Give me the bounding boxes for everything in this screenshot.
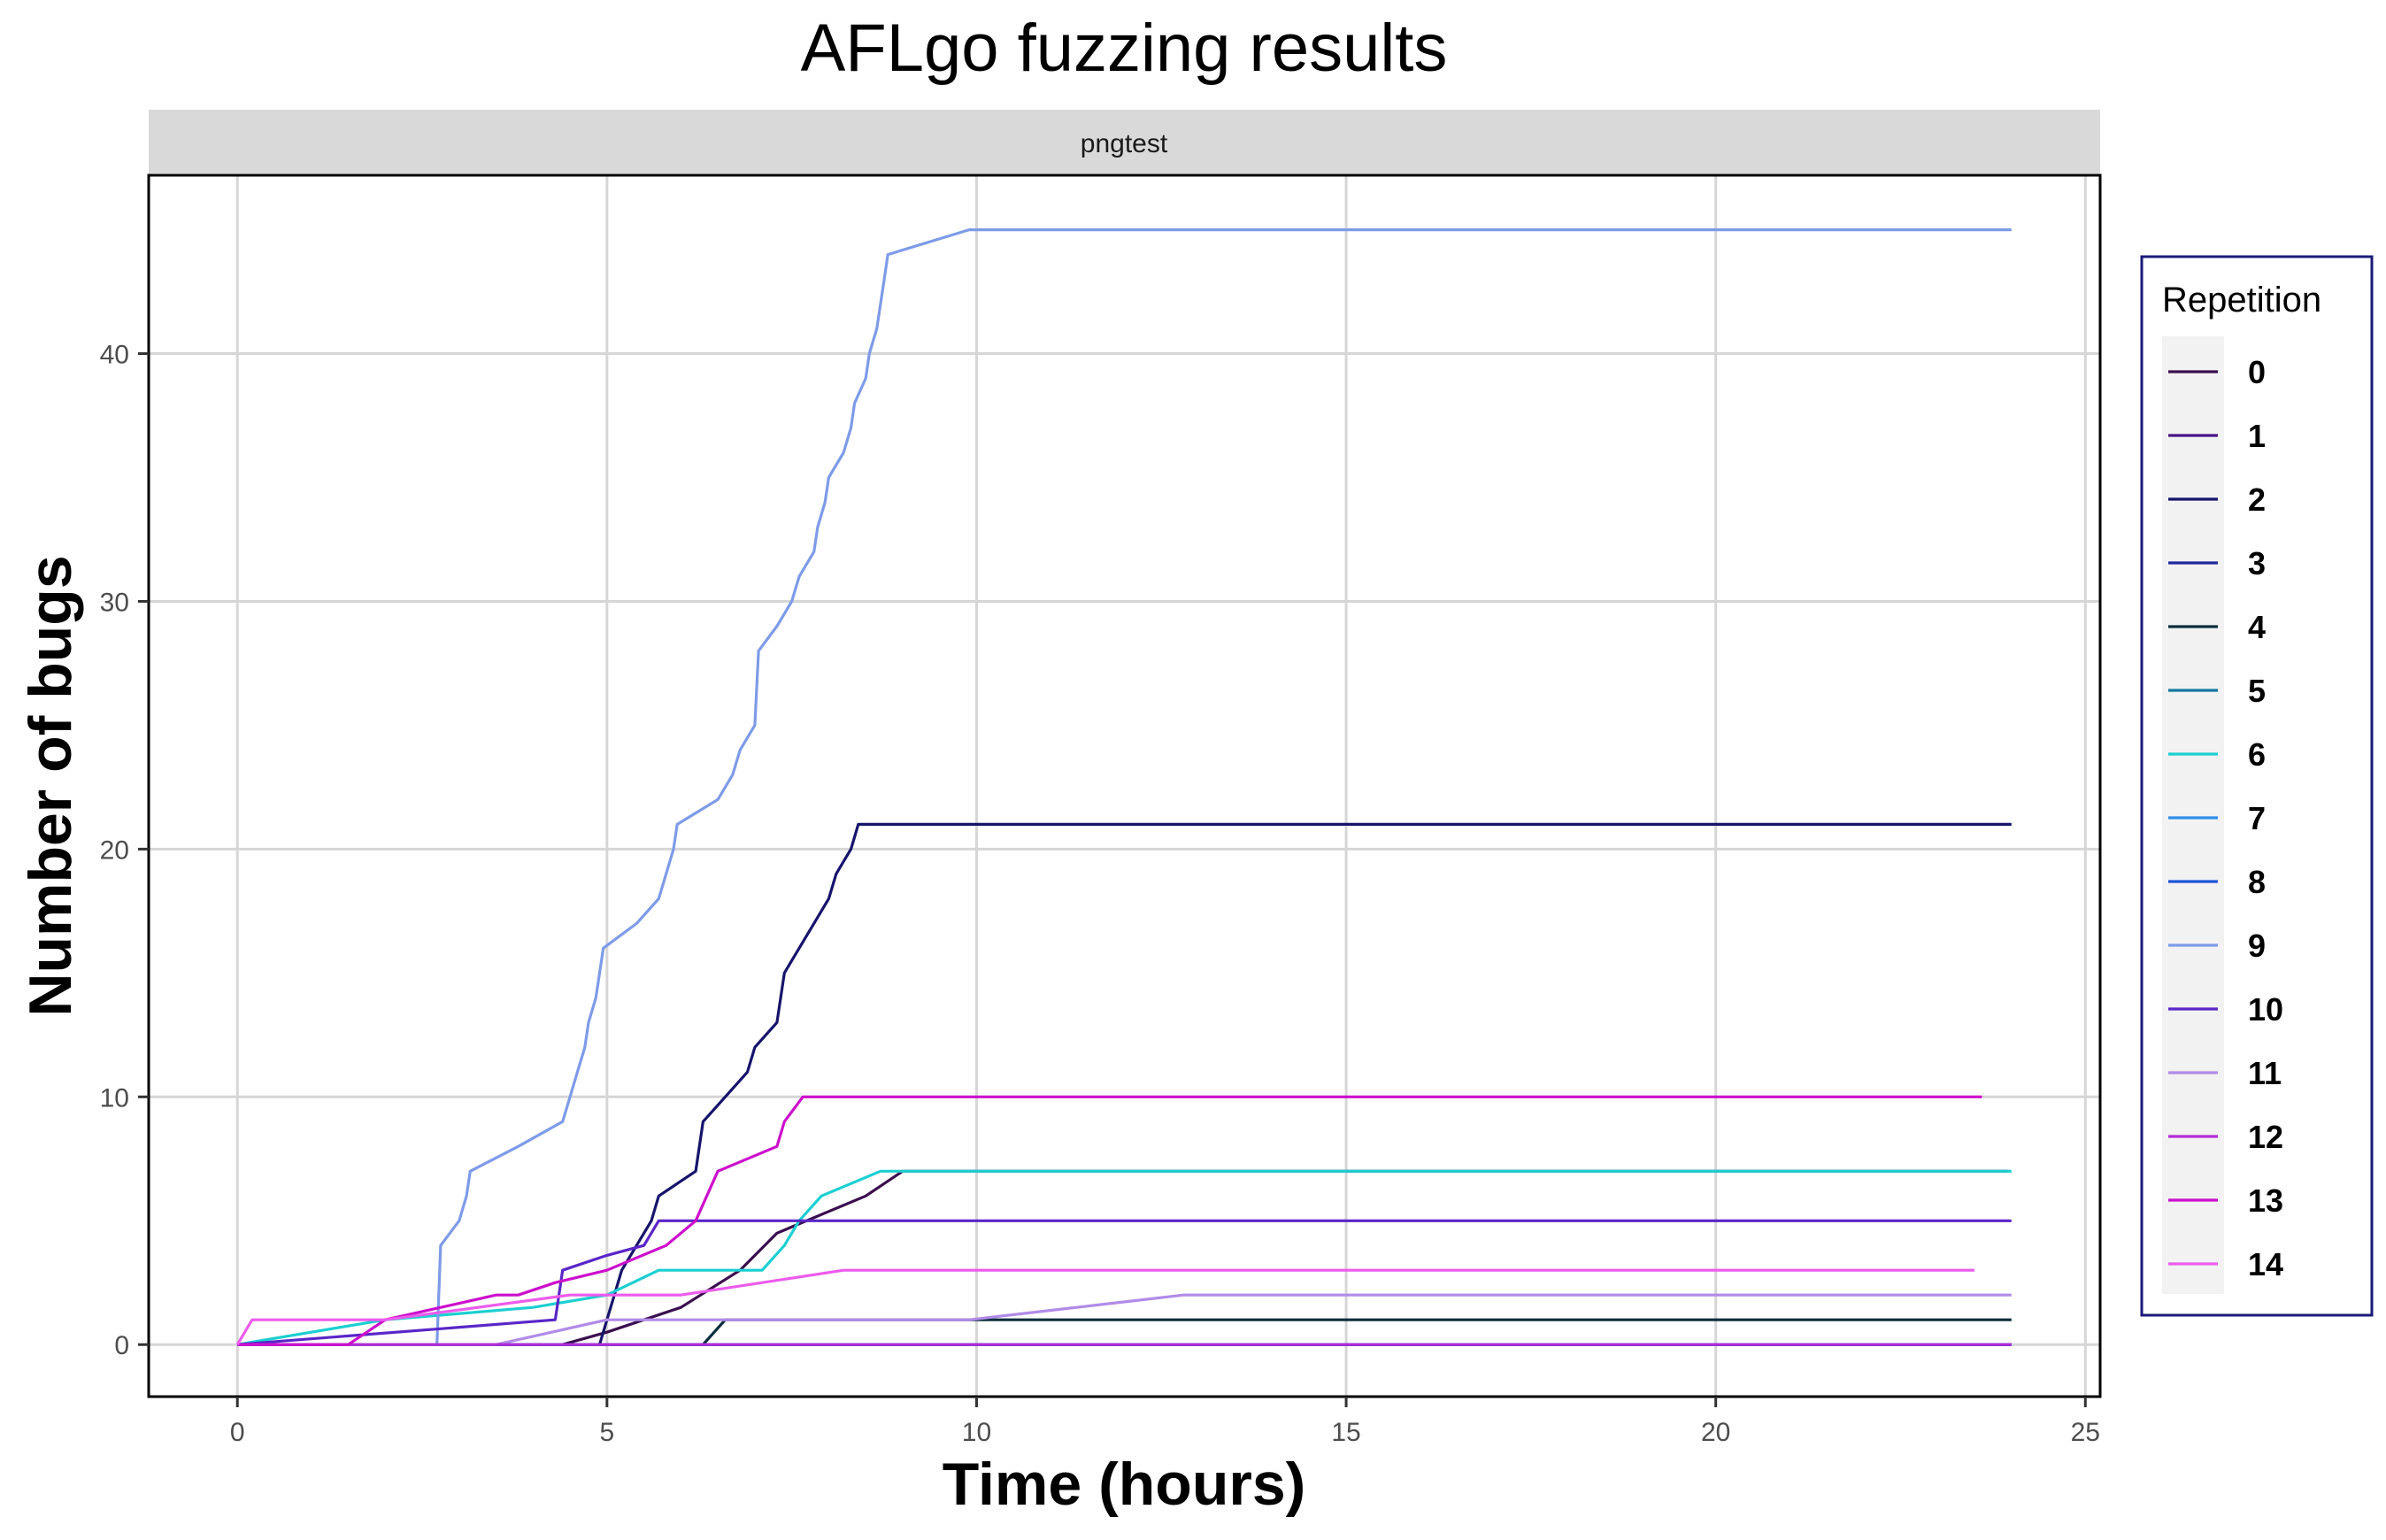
series-line-13 bbox=[237, 1095, 1982, 1346]
x-tick-label: 10 bbox=[962, 1418, 991, 1447]
x-tick-label: 5 bbox=[599, 1418, 614, 1447]
legend-label-2: 2 bbox=[2248, 481, 2266, 518]
series-line-6 bbox=[236, 1169, 2012, 1346]
y-tick-label: 20 bbox=[100, 835, 129, 865]
legend-label-5: 5 bbox=[2248, 673, 2266, 709]
series-line-2 bbox=[237, 822, 2012, 1346]
series-line-10 bbox=[237, 1219, 2012, 1346]
x-tick-label: 0 bbox=[230, 1418, 245, 1447]
series-lines bbox=[235, 228, 2012, 1346]
y-tick-label: 10 bbox=[100, 1083, 129, 1113]
legend-label-6: 6 bbox=[2248, 736, 2266, 773]
legend-label-4: 4 bbox=[2248, 609, 2266, 645]
x-tick-label: 15 bbox=[1331, 1418, 1360, 1447]
legend-label-7: 7 bbox=[2248, 800, 2266, 836]
y-axis-title: Number of bugs bbox=[17, 555, 84, 1016]
y-tick-label: 30 bbox=[100, 588, 129, 617]
y-tick-label: 0 bbox=[114, 1331, 129, 1360]
x-tick-label: 20 bbox=[1701, 1418, 1730, 1447]
legend-key-background bbox=[2162, 336, 2224, 1294]
legend-label-13: 13 bbox=[2248, 1182, 2283, 1219]
legend-label-8: 8 bbox=[2248, 864, 2266, 900]
facet-strip-label: pngtest bbox=[1081, 129, 1168, 158]
x-axis-ticks: 0 5 10 15 20 25 bbox=[230, 1397, 2100, 1447]
legend-label-11: 11 bbox=[2248, 1055, 2282, 1091]
panel-border bbox=[147, 173, 2102, 1398]
legend-label-9: 9 bbox=[2248, 928, 2266, 964]
legend-label-14: 14 bbox=[2248, 1246, 2283, 1282]
facet-strip bbox=[149, 110, 2100, 173]
series-line-9 bbox=[237, 228, 2012, 1346]
legend-label-12: 12 bbox=[2248, 1119, 2283, 1155]
legend-title: Repetition bbox=[2162, 281, 2321, 320]
y-axis-ticks: 0 10 20 30 40 bbox=[100, 341, 149, 1360]
legend-label-10: 10 bbox=[2248, 991, 2283, 1028]
chart-title: AFLgo fuzzing results bbox=[801, 11, 1448, 86]
x-axis-title: Time (hours) bbox=[943, 1451, 1306, 1518]
legend-label-3: 3 bbox=[2248, 545, 2266, 581]
legend-label-1: 1 bbox=[2248, 418, 2266, 454]
x-tick-label: 25 bbox=[2071, 1418, 2100, 1447]
legend-label-0: 0 bbox=[2248, 354, 2266, 390]
series-line-14 bbox=[235, 1268, 1974, 1346]
y-tick-label: 40 bbox=[100, 341, 129, 370]
